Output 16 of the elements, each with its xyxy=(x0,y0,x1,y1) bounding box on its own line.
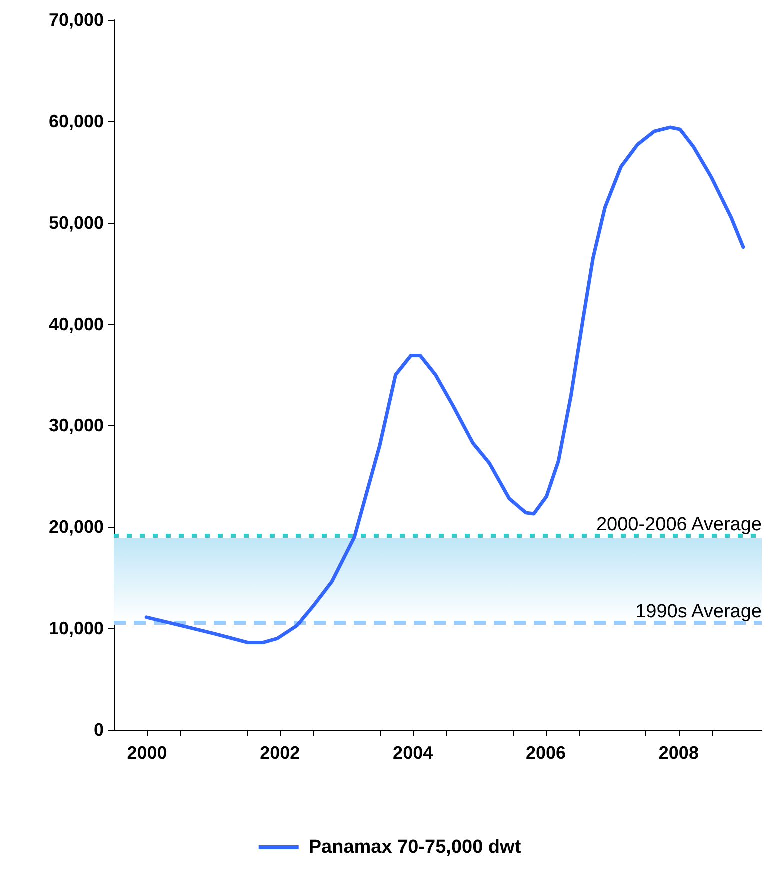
y-tick-label: 10,000 xyxy=(48,618,104,639)
x-tick-label: 2008 xyxy=(658,743,699,763)
ref-line-label: 2000-2006 Average xyxy=(596,514,762,536)
x-tick-label: 2006 xyxy=(526,743,566,763)
y-tick-label: 50,000 xyxy=(48,212,104,233)
ref-line-label: 1990s Average xyxy=(636,601,762,622)
y-tick-label: 70,000 xyxy=(48,10,104,30)
y-tick-label: 30,000 xyxy=(48,416,104,436)
x-tick-label: 2000 xyxy=(127,743,168,763)
y-tick-label: 20,000 xyxy=(48,517,104,538)
y-tick-label: 40,000 xyxy=(48,314,104,334)
x-tick-label: 2002 xyxy=(260,743,300,763)
legend-label: Panamax 70-75,000 dwt xyxy=(308,837,522,858)
y-tick-label: 60,000 xyxy=(48,111,104,132)
y-tick-label: 0 xyxy=(94,720,104,740)
x-tick-label: 2004 xyxy=(393,743,434,763)
